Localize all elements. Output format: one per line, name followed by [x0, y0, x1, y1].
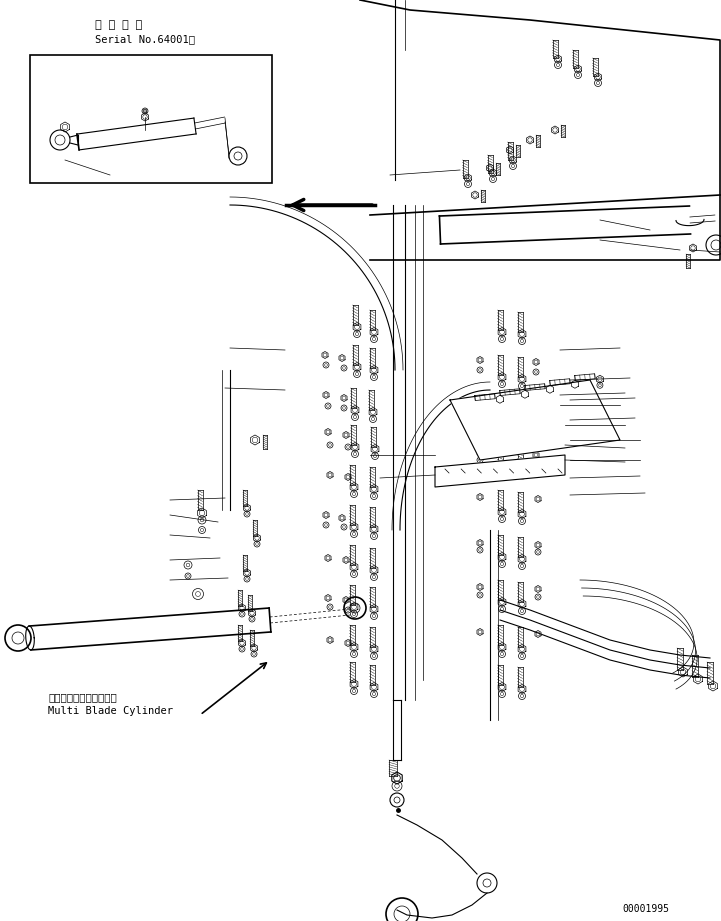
Bar: [30, 55, 272, 183]
Polygon shape: [435, 455, 565, 487]
Text: 00001995: 00001995: [622, 904, 669, 914]
Polygon shape: [450, 380, 620, 460]
Text: Multi Blade Cylinder: Multi Blade Cylinder: [48, 706, 173, 716]
Text: Serial No.64001～: Serial No.64001～: [95, 34, 195, 44]
Text: マルチブレードシリンダ: マルチブレードシリンダ: [48, 692, 117, 702]
Text: 適 用 号 機: 適 用 号 機: [95, 20, 142, 30]
